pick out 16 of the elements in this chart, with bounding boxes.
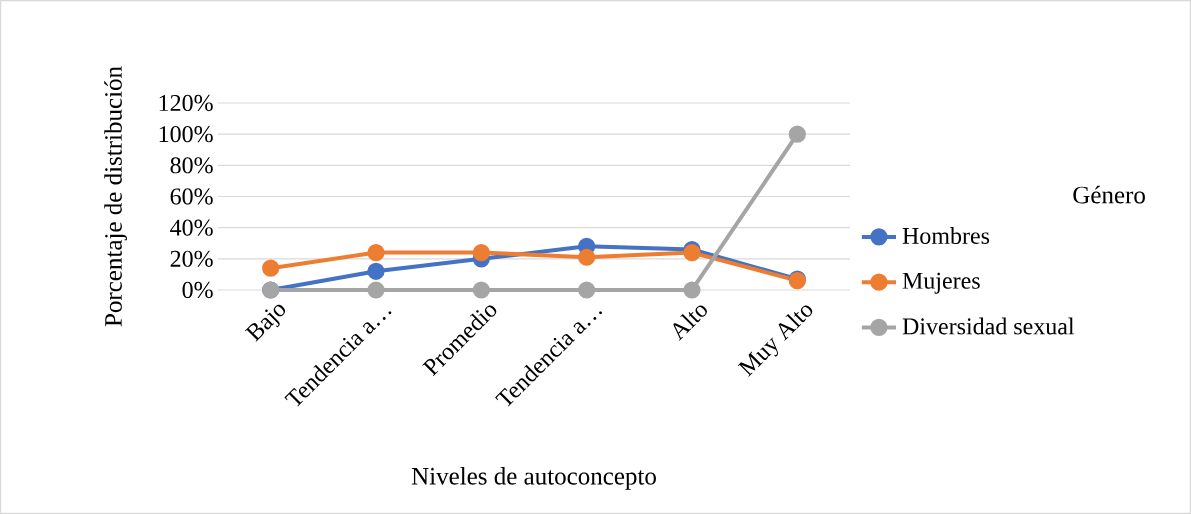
y-tick-label: 80% bbox=[170, 157, 213, 174]
legend-label: Mujeres bbox=[902, 272, 980, 294]
legend-title: Género bbox=[1073, 185, 1145, 204]
x-tick-label: Muy Alto bbox=[737, 305, 813, 377]
y-tick-label: 60% bbox=[170, 188, 213, 205]
y-tick-label: 120% bbox=[159, 94, 213, 112]
x-tick-label: Bajo bbox=[244, 304, 286, 342]
y-tick-label: 40% bbox=[170, 219, 213, 236]
y-tick-label: 100% bbox=[159, 126, 213, 143]
y-tick-label: 0% bbox=[182, 281, 213, 299]
y-tick-label: 20% bbox=[170, 250, 213, 267]
legend-label: Hombres bbox=[902, 227, 990, 244]
y-axis-title: Porcentaje de distribución bbox=[104, 66, 127, 327]
x-tick-label: Alto bbox=[673, 305, 708, 341]
x-axis-title: Niveles de autoconcepto bbox=[411, 467, 656, 490]
legend-label: Diversidad sexual bbox=[902, 317, 1075, 335]
